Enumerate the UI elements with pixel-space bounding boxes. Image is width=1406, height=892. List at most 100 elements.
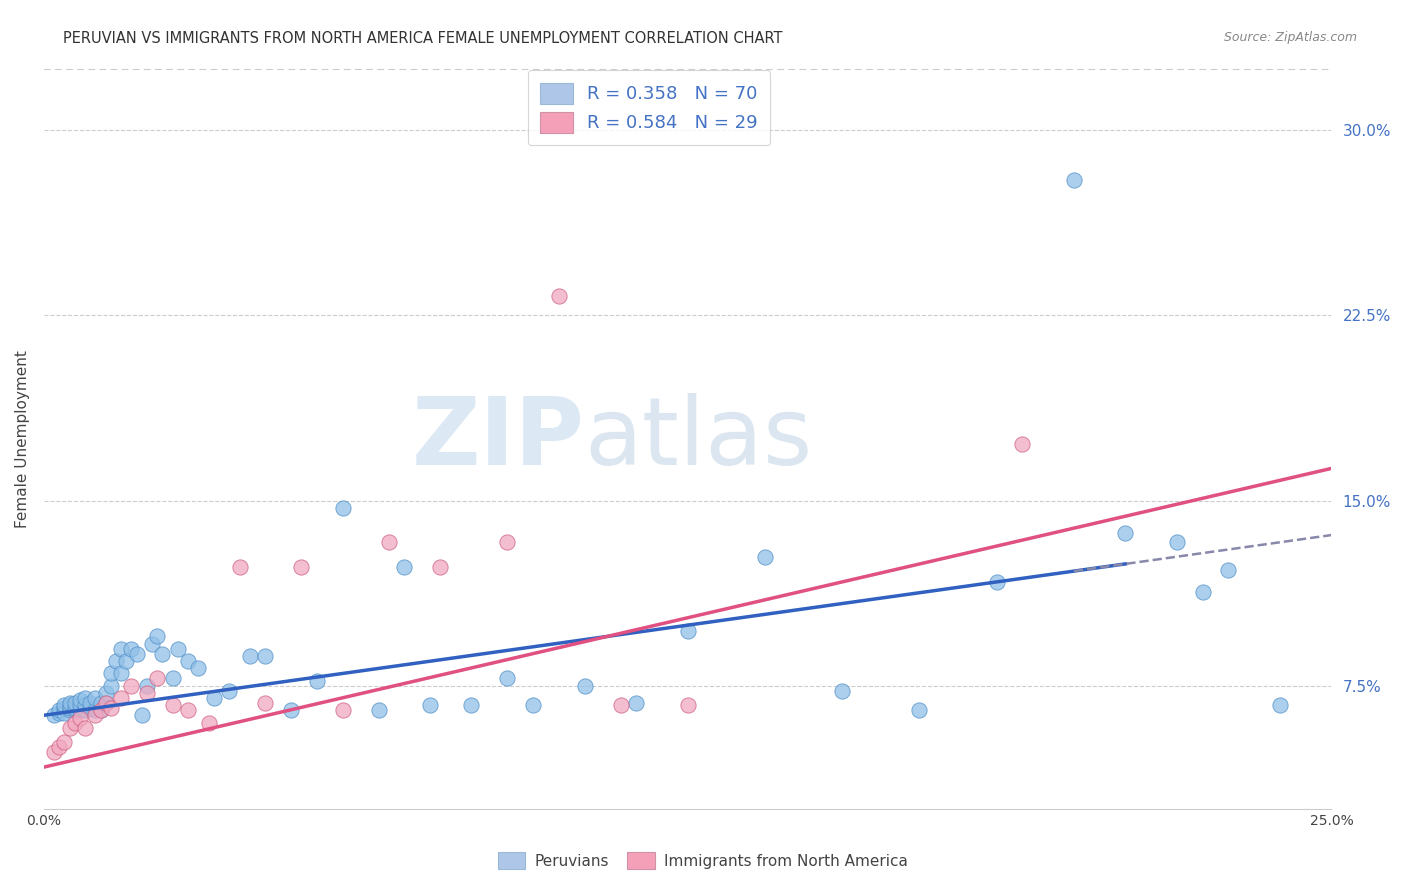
Point — [44, 745, 66, 759]
Point — [53, 701, 76, 715]
Point — [84, 708, 107, 723]
Point — [53, 735, 76, 749]
Point — [63, 715, 86, 730]
Text: ZIP: ZIP — [412, 392, 585, 484]
Point — [75, 703, 97, 717]
Point — [177, 654, 200, 668]
Point — [75, 698, 97, 713]
Point — [239, 648, 262, 663]
Point — [254, 648, 277, 663]
Point — [48, 703, 70, 717]
Point — [53, 698, 76, 713]
Point — [150, 647, 173, 661]
Point — [75, 691, 97, 706]
Point — [548, 288, 571, 302]
Legend: R = 0.358   N = 70, R = 0.584   N = 29: R = 0.358 N = 70, R = 0.584 N = 29 — [527, 70, 770, 145]
Point — [63, 696, 86, 710]
Point — [115, 654, 138, 668]
Point — [84, 691, 107, 706]
Point — [429, 560, 451, 574]
Point — [574, 679, 596, 693]
Point — [146, 671, 169, 685]
Point — [228, 560, 250, 574]
Point — [187, 661, 209, 675]
Legend: Peruvians, Immigrants from North America: Peruvians, Immigrants from North America — [492, 846, 914, 875]
Point — [94, 696, 117, 710]
Y-axis label: Female Unemployment: Female Unemployment — [15, 350, 30, 528]
Point — [609, 698, 631, 713]
Point — [90, 696, 112, 710]
Point — [394, 560, 416, 574]
Point — [120, 641, 142, 656]
Point — [69, 698, 91, 713]
Point — [79, 701, 101, 715]
Point — [460, 698, 482, 713]
Point — [197, 715, 219, 730]
Point — [90, 703, 112, 717]
Point — [218, 683, 240, 698]
Point — [162, 698, 184, 713]
Point — [332, 500, 354, 515]
Point — [986, 574, 1008, 589]
Point — [496, 671, 519, 685]
Point — [254, 696, 277, 710]
Point — [280, 703, 302, 717]
Point — [676, 698, 699, 713]
Point — [908, 703, 931, 717]
Point — [79, 696, 101, 710]
Point — [104, 654, 127, 668]
Point — [166, 641, 188, 656]
Point — [367, 703, 389, 717]
Point — [69, 693, 91, 707]
Point — [1063, 172, 1085, 186]
Point — [141, 637, 163, 651]
Point — [48, 740, 70, 755]
Point — [125, 647, 148, 661]
Point — [100, 701, 122, 715]
Point — [75, 721, 97, 735]
Point — [59, 721, 82, 735]
Point — [63, 703, 86, 717]
Point — [1268, 698, 1291, 713]
Point — [1011, 436, 1033, 450]
Point — [48, 706, 70, 720]
Point — [496, 535, 519, 549]
Point — [69, 711, 91, 725]
Point — [522, 698, 544, 713]
Point — [94, 686, 117, 700]
Point — [305, 673, 328, 688]
Text: PERUVIAN VS IMMIGRANTS FROM NORTH AMERICA FEMALE UNEMPLOYMENT CORRELATION CHART: PERUVIAN VS IMMIGRANTS FROM NORTH AMERIC… — [63, 31, 783, 46]
Point — [290, 560, 312, 574]
Point — [131, 708, 153, 723]
Point — [53, 706, 76, 720]
Point — [63, 701, 86, 715]
Text: atlas: atlas — [585, 392, 813, 484]
Point — [59, 703, 82, 717]
Point — [146, 629, 169, 643]
Point — [135, 679, 157, 693]
Point — [676, 624, 699, 639]
Point — [90, 703, 112, 717]
Point — [202, 691, 225, 706]
Point — [44, 708, 66, 723]
Point — [378, 535, 401, 549]
Text: Source: ZipAtlas.com: Source: ZipAtlas.com — [1223, 31, 1357, 45]
Point — [120, 679, 142, 693]
Point — [59, 696, 82, 710]
Point — [59, 701, 82, 715]
Point — [419, 698, 441, 713]
Point — [84, 703, 107, 717]
Point — [135, 686, 157, 700]
Point — [1191, 585, 1213, 599]
Point — [177, 703, 200, 717]
Point — [624, 696, 647, 710]
Point — [1218, 563, 1240, 577]
Point — [110, 666, 132, 681]
Point — [831, 683, 853, 698]
Point — [100, 679, 122, 693]
Point — [94, 696, 117, 710]
Point — [162, 671, 184, 685]
Point — [1114, 525, 1136, 540]
Point — [110, 641, 132, 656]
Point — [1166, 535, 1188, 549]
